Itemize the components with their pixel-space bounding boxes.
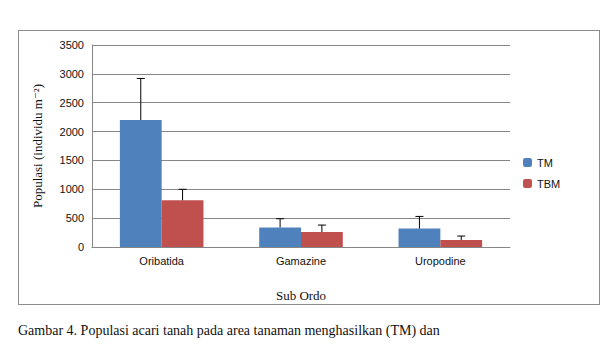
svg-text:TBM: TBM — [537, 178, 560, 190]
svg-text:Gamazine: Gamazine — [276, 255, 326, 267]
svg-text:2500: 2500 — [60, 97, 84, 109]
html-text:Gambar 4. Populasi acari tanah: Gambar 4. Populasi acari tanah pada area… — [18, 323, 440, 338]
svg-text:Oribatida: Oribatida — [139, 255, 185, 267]
svg-text:0: 0 — [78, 241, 84, 253]
svg-text:Sub Ordo: Sub Ordo — [276, 288, 326, 303]
svg-text:2000: 2000 — [60, 126, 84, 138]
svg-text:1000: 1000 — [60, 183, 84, 195]
svg-text:Uropodine: Uropodine — [415, 255, 466, 267]
svg-text:3000: 3000 — [60, 68, 84, 80]
svg-text:TM: TM — [537, 157, 553, 169]
svg-text:Populasi (individu m⁻²): Populasi (individu m⁻²) — [30, 84, 45, 208]
svg-text:500: 500 — [66, 212, 84, 224]
svg-text:3500: 3500 — [60, 39, 84, 51]
svg-text:1500: 1500 — [60, 154, 84, 166]
